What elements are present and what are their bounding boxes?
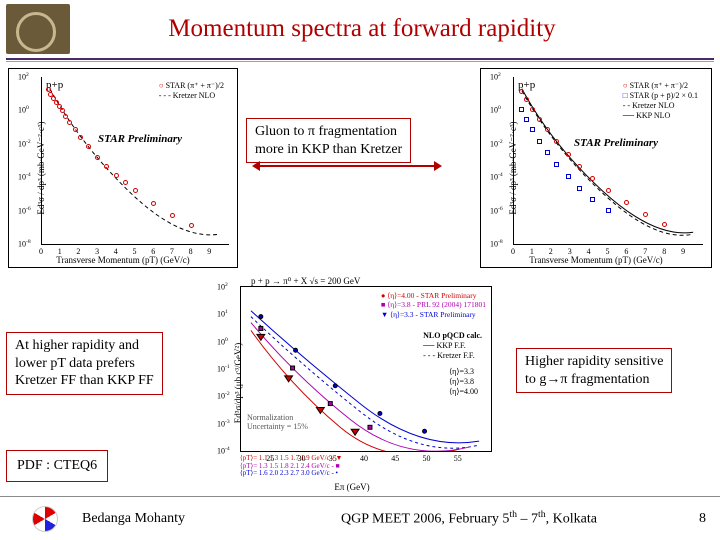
chart-center-xlabel: Eπ (GeV) [206, 482, 498, 492]
annot-gluon-l1: Gluon to π fragmentation [255, 123, 402, 141]
chart-right-curves [514, 77, 703, 244]
chart-center-header: p + p → π⁰ + X √s = 200 GeV [251, 276, 360, 287]
chart-left-pion-spectra: Ed³σ / dp³ (mb·GeV⁻²·c³) Transverse Mome… [8, 68, 238, 268]
chart-center-ptrow-2: ⟨pT⟩= 1.6 2.0 2.3 2.7 3.0 GeV/c - • [240, 470, 492, 478]
footer-author: Bedanga Mohanty [82, 511, 272, 527]
footer-venue-mid: – 7 [517, 512, 538, 527]
annot-gluon-l2: more in KKP than Kretzer [255, 141, 402, 159]
annot-higher-l2: to g→π fragmentation [525, 371, 663, 389]
footer-page-number: 8 [666, 511, 706, 527]
page-title: Momentum spectra at forward rapidity [70, 15, 714, 43]
annot-rapidity-l2: lower pT data prefers [15, 355, 154, 373]
logo-image [6, 4, 70, 54]
annotation-gluon-fragmentation: Gluon to π fragmentation more in KKP tha… [246, 118, 411, 163]
annot-rapidity-l1: At higher rapidity and [15, 337, 154, 355]
content-area: Ed³σ / dp³ (mb·GeV⁻²·c³) Transverse Mome… [0, 62, 720, 492]
annot-rapidity-l3: Kretzer FF than KKP FF [15, 372, 154, 390]
title-underline [6, 58, 714, 60]
annot-higher-l1: Higher rapidity sensitive [525, 353, 663, 371]
footer-logo-icon [32, 506, 58, 532]
chart-right-pion-proton-spectra: Ed³σ / dp³ (mb·GeV⁻²·c³) Transverse Mome… [480, 68, 712, 268]
annotation-pdf-cteq6: PDF : CTEQ6 [6, 450, 108, 482]
annot-pdf: PDF : CTEQ6 [17, 458, 97, 473]
chart-right-xlabel: Transverse Momentum (pT) (GeV/c) [481, 255, 711, 265]
annotation-higher-rapidity-kretzer: At higher rapidity and lower pT data pre… [6, 332, 163, 395]
chart-center-pt-rows: ⟨pT⟩= 1.1 1.3 1.5 1.7 1.9 GeV/c - ▼ ⟨pT⟩… [240, 455, 492, 478]
footer: Bedanga Mohanty QGP MEET 2006, February … [0, 496, 720, 540]
footer-venue: QGP MEET 2006, February 5th – 7th, Kolka… [272, 509, 666, 528]
annotation-higher-rapidity-sensitive: Higher rapidity sensitive to g→π fragmen… [516, 348, 672, 393]
footer-venue-suffix: , Kolkata [546, 512, 597, 527]
chart-left-curve [42, 77, 229, 244]
chart-left-xlabel: Transverse Momentum (pT) (GeV/c) [9, 255, 237, 265]
chart-center-curves [241, 287, 491, 451]
footer-venue-prefix: QGP MEET 2006, February 5 [341, 512, 509, 527]
chart-center-forward-pi0: Ed³σ/dp³ (μb c³/GeV²) Eπ (GeV) p + p → π… [206, 274, 498, 492]
